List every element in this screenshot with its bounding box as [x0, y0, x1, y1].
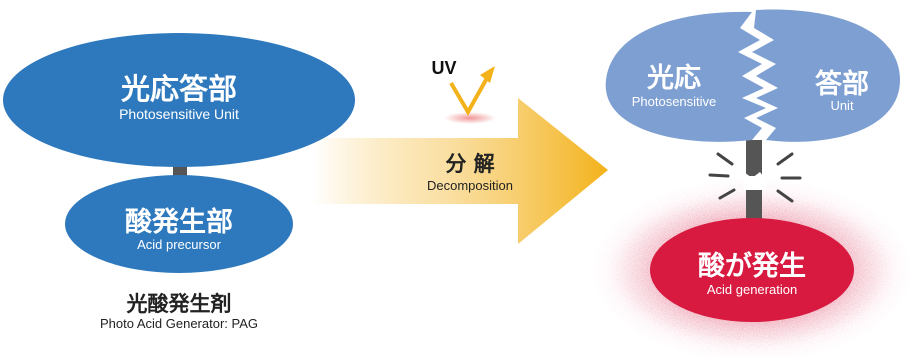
decomposition-jp: 分 解	[445, 152, 495, 176]
uv-label: UV	[431, 58, 457, 78]
uv-glow	[444, 112, 496, 124]
acid-precursor-ellipse	[65, 175, 293, 273]
broken-stem-top	[746, 140, 762, 176]
photosensitive-unit-ellipse	[3, 33, 355, 167]
pag-caption-en: Photo Acid Generator: PAG	[99, 316, 258, 331]
broken-unit-right-en: Unit	[830, 98, 854, 113]
decomposition-arrow	[312, 98, 608, 244]
acid-precursor-jp: 酸発生部	[125, 207, 233, 238]
stem-break-gap	[744, 172, 766, 190]
acid-generation-en: Acid generation	[706, 282, 798, 297]
broken-unit-right-half	[752, 9, 900, 142]
acid-generation-jp: 酸が発生	[698, 251, 806, 282]
broken-unit-right-jp: 答部	[815, 69, 869, 100]
uv-ray-arrowhead	[480, 66, 495, 83]
broken-unit-left-jp: 光応	[647, 63, 701, 94]
decomposition-en: Decomposition	[427, 178, 513, 193]
crack-ticks	[708, 152, 802, 203]
broken-unit-left-en: Photosensitive	[631, 94, 717, 109]
acid-precursor-en: Acid precursor	[137, 237, 221, 252]
broken-stem-bottom	[746, 188, 762, 228]
uv-ray-icon	[449, 77, 489, 117]
photosensitive-unit-en: Photosensitive Unit	[119, 106, 239, 122]
photosensitive-unit-jp: 光応答部	[120, 72, 237, 106]
broken-unit-left-half	[605, 11, 766, 142]
acid-generation-ellipse	[650, 218, 854, 322]
pag-caption-jp: 光酸発生剤	[126, 292, 232, 316]
